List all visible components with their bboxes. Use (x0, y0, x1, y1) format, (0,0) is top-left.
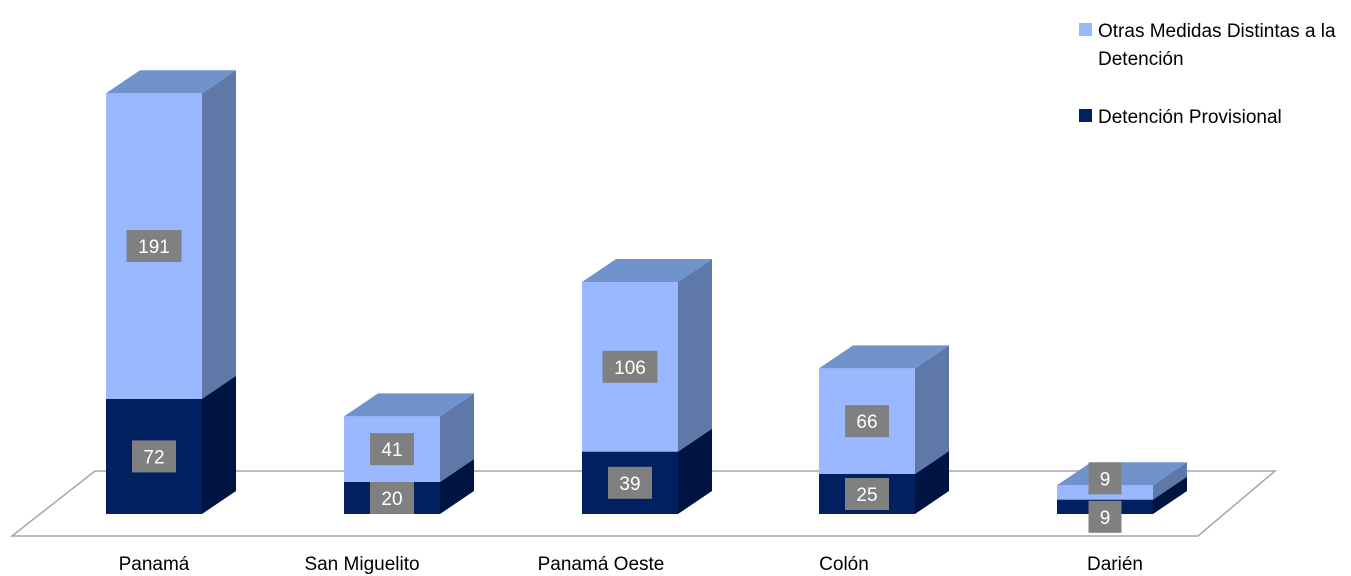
category-label-5: Darién (1087, 554, 1143, 575)
data-label-detencion-4: 25 (856, 485, 877, 506)
data-label-bg-detencion-1 (132, 440, 176, 473)
category-label-2: San Miguelito (304, 554, 419, 575)
category-label-1: Panamá (119, 554, 190, 575)
bar-detencion-4-side (915, 451, 949, 514)
data-label-otras-2: 41 (381, 440, 402, 461)
data-label-detencion-2: 20 (381, 489, 402, 510)
category-labels-group: Panamá San Miguelito Panamá Oeste Colón Dari… (119, 554, 1143, 575)
data-label-bg-otras-2 (370, 433, 414, 466)
bar-otras-1-side (202, 70, 236, 399)
bar-detencion-5-side (1153, 476, 1187, 514)
bar-detencion-2-side (440, 459, 474, 514)
data-label-detencion-1: 72 (143, 447, 164, 468)
data-label-bg-detencion-3 (608, 466, 652, 499)
category-label-4: Colón (819, 554, 869, 575)
bar-detencion-3-side (678, 428, 712, 514)
data-label-bg-otras-4 (845, 405, 889, 438)
data-label-bg-detencion-4 (845, 478, 889, 510)
legend-label-otras: Otras Medidas Distintas a la Detención (1098, 21, 1336, 70)
data-label-bg-otras-3 (602, 350, 658, 383)
data-label-bg-detencion-5 (1088, 500, 1122, 533)
chart-floor (9, 470, 1278, 537)
data-label-detencion-5: 9 (1100, 508, 1111, 529)
data-label-otras-5: 9 (1100, 469, 1111, 490)
legend-label-detencion: Detención Provisional (1098, 107, 1282, 128)
data-label-bg-otras-5 (1088, 462, 1122, 495)
legend: Otras Medidas Distintas a la Detención D… (1079, 18, 1349, 162)
bar-otras-4-side (915, 345, 949, 474)
bar-otras-5-side (1153, 462, 1187, 500)
data-label-bg-detencion-2 (370, 482, 414, 514)
legend-item-detencion: Detención Provisional (1079, 104, 1349, 132)
data-label-bg-otras-1 (126, 230, 182, 262)
bar-top-3 (582, 259, 712, 282)
data-label-otras-3: 106 (614, 358, 646, 379)
data-label-detencion-3: 39 (619, 474, 640, 495)
bar-top-1 (106, 70, 236, 94)
data-label-otras-1: 191 (138, 237, 170, 258)
bar-otras-3-side (678, 259, 712, 452)
category-label-3: Panamá Oeste (538, 554, 665, 575)
bar-top-2 (344, 393, 474, 417)
bars-group: 72 191 20 41 39 106 25 66 9 9 (106, 70, 1187, 533)
legend-item-otras: Otras Medidas Distintas a la Detención (1079, 18, 1349, 74)
bar-otras-2-side (440, 393, 474, 482)
legend-swatch-detencion (1079, 109, 1092, 122)
bar-detencion-1-side (202, 375, 236, 514)
legend-swatch-otras (1079, 23, 1092, 36)
data-label-otras-4: 66 (856, 412, 877, 433)
bar-top-4 (819, 345, 949, 369)
